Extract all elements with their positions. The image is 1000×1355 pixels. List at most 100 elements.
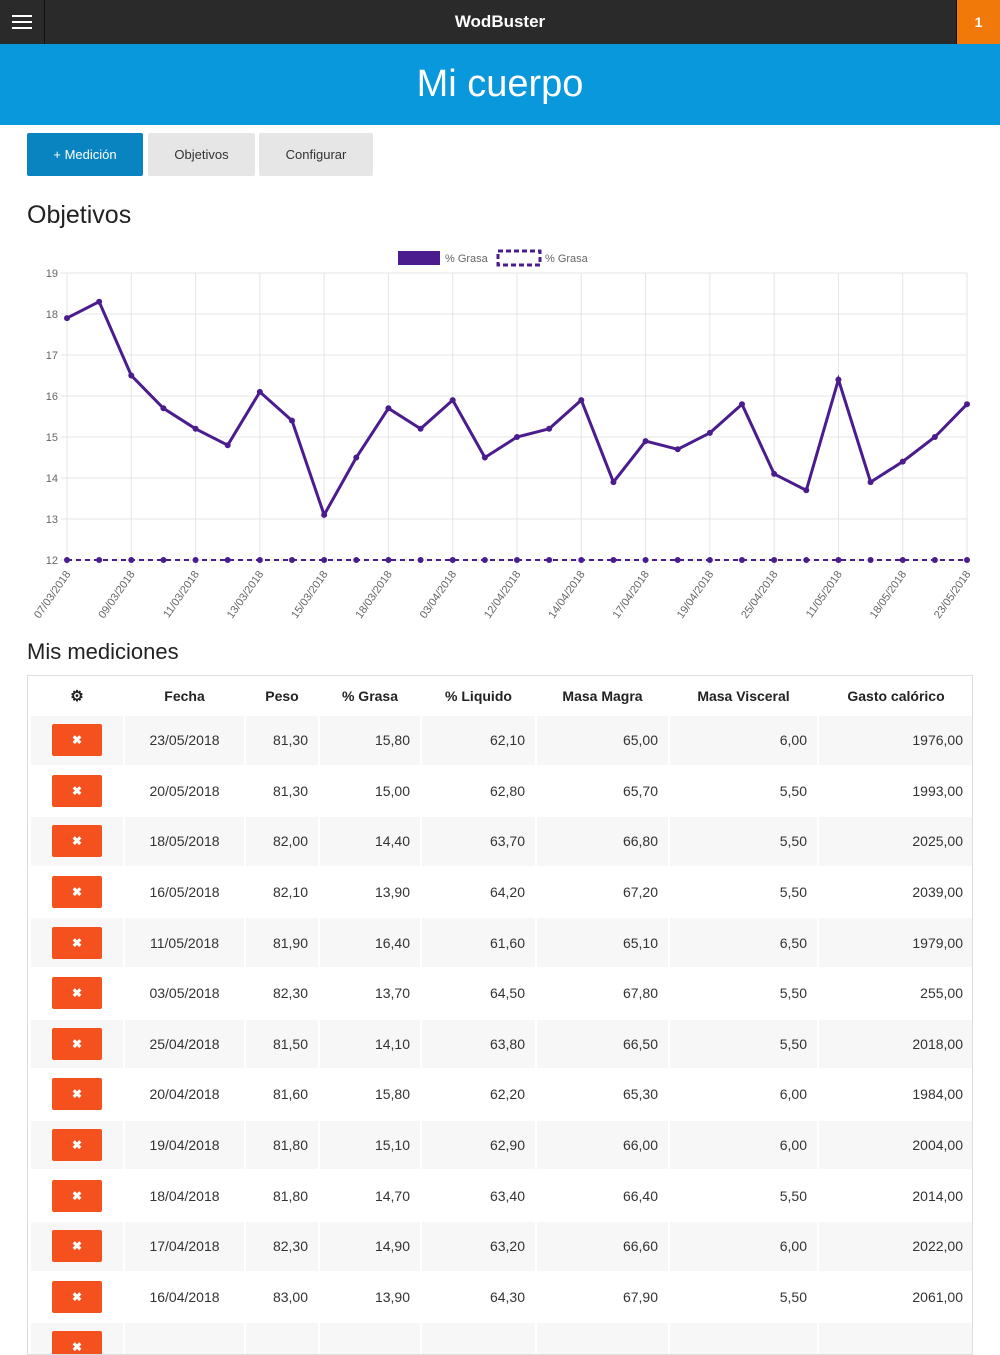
table-cell [246, 1323, 318, 1354]
configure-button[interactable]: Configurar [259, 133, 373, 176]
delete-measurement-button[interactable]: ✖ [52, 774, 102, 807]
table-cell: 19/04/2018 [125, 1120, 244, 1170]
table-cell: 1979,00 [819, 918, 972, 967]
x-tick-label: 11/05/2018 [804, 569, 845, 620]
data-point [128, 372, 135, 379]
delete-measurement-button[interactable]: ✖ [52, 724, 102, 757]
table-cell: 63,80 [422, 1019, 535, 1069]
data-point [481, 557, 488, 563]
table-row: ✖ 18/05/2018 82,00 14,40 63,70 66,80 5,50 2025,… [31, 817, 972, 866]
table-row: ✖ 25/04/2018 81,50 14,10 63,80 66,50 5,50 2018,… [31, 1019, 972, 1069]
table-cell: 5,50 [670, 867, 817, 917]
hamburger-menu-button[interactable] [0, 0, 45, 44]
delete-measurement-button[interactable]: ✖ [52, 1129, 102, 1162]
delete-measurement-button[interactable]: ✖ [52, 977, 102, 1010]
x-tick-label: 12/04/2018 [482, 569, 523, 621]
delete-measurement-button[interactable]: ✖ [52, 825, 102, 858]
app-title: WodBuster [454, 12, 546, 31]
table-cell: 15,80 [320, 716, 420, 765]
table-row: ✖ 20/04/2018 81,60 15,80 62,20 65,30 6,00 1984,… [31, 1070, 972, 1119]
delete-measurement-button[interactable]: ✖ [52, 1078, 102, 1111]
table-cell: 81,30 [246, 716, 318, 765]
data-point [674, 446, 681, 453]
data-point [256, 388, 263, 395]
delete-measurement-button[interactable]: ✖ [52, 1027, 102, 1060]
row-actions-cell: ✖ [31, 1323, 123, 1354]
table-cell: 5,50 [670, 817, 817, 866]
data-point [96, 298, 103, 305]
column-header[interactable]: Peso [265, 688, 299, 704]
table-cell: 255,00 [819, 968, 972, 1018]
delete-measurement-button[interactable]: ✖ [52, 1230, 102, 1263]
table-cell: 67,90 [537, 1272, 668, 1322]
data-point [610, 557, 617, 563]
table-cell: 14,10 [320, 1019, 420, 1069]
x-tick-label: 15/03/2018 [289, 569, 330, 621]
column-header[interactable]: % Liquido [445, 688, 512, 704]
x-tick-label: 14/04/2018 [546, 569, 587, 621]
table-cell: 6,50 [670, 918, 817, 967]
table-row: ✖ 19/04/2018 81,80 15,10 62,90 66,00 6,00 2004,… [31, 1120, 972, 1170]
table-cell: 63,40 [422, 1171, 535, 1220]
delete-measurement-button[interactable]: ✖ [52, 1179, 102, 1212]
table-cell: 81,60 [246, 1070, 318, 1119]
delete-measurement-button[interactable]: ✖ [52, 876, 102, 909]
data-point [385, 557, 392, 563]
table-cell: 81,50 [246, 1019, 318, 1069]
table-cell: 6,00 [670, 716, 817, 765]
table-cell: 64,20 [422, 867, 535, 917]
data-point [674, 557, 681, 563]
notification-badge[interactable]: 1 [956, 0, 1000, 44]
x-tick-label: 18/05/2018 [868, 569, 909, 621]
data-point [192, 425, 199, 432]
data-point [931, 434, 938, 440]
table-row: ✖ [31, 1323, 972, 1354]
x-tick-label: 03/04/2018 [418, 569, 459, 621]
data-point [224, 557, 231, 563]
gear-icon[interactable]: ⚙ [70, 688, 84, 705]
delete-measurement-button[interactable]: ✖ [52, 926, 102, 959]
column-header[interactable]: Masa Magra [562, 688, 643, 704]
data-point [610, 479, 617, 486]
x-tick-label: 17/04/2018 [611, 569, 652, 621]
row-actions-cell: ✖ [31, 1070, 123, 1119]
data-point [964, 401, 970, 408]
table-row: ✖ 23/05/2018 81,30 15,80 62,10 65,00 6,00 1976,… [31, 716, 972, 765]
data-point [964, 557, 970, 563]
table-row: ✖ 17/04/2018 82,30 14,90 63,20 66,60 6,00 2022,… [31, 1221, 972, 1271]
delete-measurement-button[interactable]: ✖ [52, 1280, 102, 1313]
table-cell: 03/05/2018 [125, 968, 244, 1018]
column-header[interactable]: Gasto calórico [847, 688, 945, 704]
delete-measurement-button[interactable]: ✖ [52, 1331, 102, 1354]
table-cell: 62,10 [422, 716, 535, 765]
data-point [546, 425, 553, 432]
data-point [321, 557, 328, 563]
table-cell: 15,00 [320, 766, 420, 816]
table-cell: 65,00 [537, 716, 668, 765]
row-actions-cell: ✖ [31, 1120, 123, 1170]
table-cell: 65,70 [537, 766, 668, 816]
table-cell: 1976,00 [819, 716, 972, 765]
x-tick-label: 23/05/2018 [932, 569, 973, 621]
add-measurement-button[interactable]: + Medición [27, 133, 143, 176]
column-header[interactable]: Fecha [164, 688, 205, 704]
table-cell: 18/05/2018 [125, 817, 244, 866]
y-tick-label: 14 [46, 473, 58, 485]
y-tick-label: 19 [46, 268, 58, 280]
data-point [899, 557, 906, 563]
column-header[interactable]: Masa Visceral [697, 688, 790, 704]
data-point [642, 438, 649, 445]
hamburger-icon [12, 11, 32, 33]
x-tick-label: 09/03/2018 [96, 569, 137, 621]
data-point [64, 557, 70, 563]
y-tick-label: 15 [46, 432, 58, 444]
table-cell: 5,50 [670, 968, 817, 1018]
x-tick-label: 25/04/2018 [739, 569, 780, 621]
table-cell: 13,90 [320, 1272, 420, 1322]
table-row: ✖ 16/04/2018 83,00 13,90 64,30 67,90 5,50 2061,… [31, 1272, 972, 1322]
objectives-button[interactable]: Objetivos [148, 133, 255, 176]
column-header[interactable]: % Grasa [341, 688, 399, 704]
table-cell: 82,00 [246, 817, 318, 866]
data-point [64, 315, 70, 322]
table-cell: 82,30 [246, 968, 318, 1018]
